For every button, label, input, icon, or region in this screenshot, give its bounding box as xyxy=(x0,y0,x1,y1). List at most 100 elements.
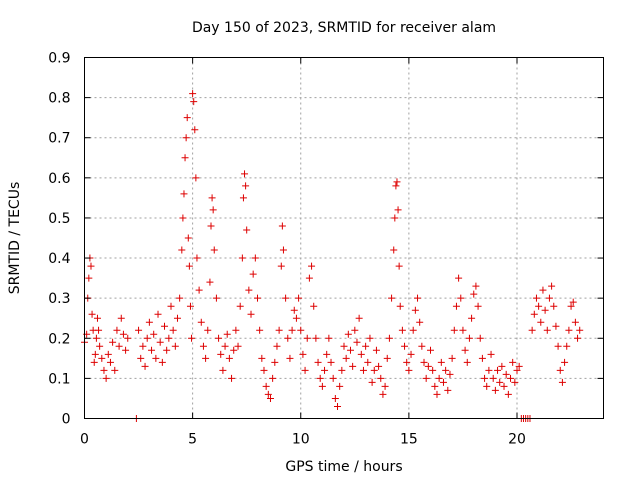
data-point xyxy=(433,390,441,398)
data-point xyxy=(327,358,335,366)
data-point xyxy=(139,342,147,350)
data-point xyxy=(91,350,99,358)
data-point xyxy=(100,366,108,374)
data-point xyxy=(323,350,331,358)
data-point xyxy=(310,302,318,310)
data-point xyxy=(472,282,480,290)
data-point xyxy=(269,374,277,382)
data-point xyxy=(197,318,205,326)
data-point xyxy=(558,378,566,386)
data-point xyxy=(303,334,311,342)
data-point xyxy=(262,382,270,390)
data-point xyxy=(483,382,491,390)
data-point xyxy=(264,390,272,398)
data-point xyxy=(338,366,346,374)
data-point xyxy=(92,334,100,342)
data-point xyxy=(437,358,445,366)
data-point xyxy=(414,294,422,302)
data-point xyxy=(202,354,210,362)
data-point xyxy=(182,134,190,142)
data-point xyxy=(435,374,443,382)
data-point xyxy=(173,314,181,322)
data-point xyxy=(507,374,515,382)
data-point xyxy=(463,358,471,366)
data-point xyxy=(537,318,545,326)
data-point xyxy=(448,354,456,362)
y-axis-label: SRMTID / TECUs xyxy=(7,182,23,295)
data-point xyxy=(93,314,101,322)
data-point xyxy=(355,314,363,322)
data-point xyxy=(181,154,189,162)
data-point xyxy=(163,346,171,354)
data-point xyxy=(359,366,367,374)
data-point xyxy=(209,206,217,214)
data-point xyxy=(185,262,193,270)
data-point xyxy=(278,222,286,230)
data-point xyxy=(90,358,98,366)
data-point xyxy=(431,382,439,390)
data-point xyxy=(284,334,292,342)
data-point xyxy=(329,374,337,382)
data-point xyxy=(241,170,249,178)
data-point xyxy=(195,286,203,294)
data-point xyxy=(217,350,225,358)
data-point xyxy=(541,306,549,314)
data-point xyxy=(567,302,575,310)
data-point xyxy=(96,342,104,350)
data-point xyxy=(474,302,482,310)
data-point xyxy=(171,342,179,350)
data-point xyxy=(494,366,502,374)
data-point xyxy=(407,350,415,358)
data-point xyxy=(552,322,560,330)
data-point xyxy=(439,378,447,386)
data-point xyxy=(372,346,380,354)
data-point xyxy=(243,226,251,234)
data-point xyxy=(165,334,173,342)
data-point xyxy=(409,326,417,334)
data-point xyxy=(403,358,411,366)
data-point xyxy=(489,374,497,382)
y-tick-label: 0 xyxy=(62,412,71,428)
data-point xyxy=(189,90,197,98)
data-point xyxy=(158,358,166,366)
x-axis-label: GPS time / hours xyxy=(285,459,402,475)
data-point xyxy=(87,262,95,270)
data-point xyxy=(156,338,164,346)
data-point xyxy=(459,326,467,334)
data-point xyxy=(388,294,396,302)
data-point xyxy=(124,334,132,342)
data-point xyxy=(219,366,227,374)
data-point xyxy=(532,294,540,302)
data-point xyxy=(554,342,562,350)
data-point xyxy=(385,334,393,342)
data-point xyxy=(394,206,402,214)
data-point xyxy=(498,362,506,370)
data-point xyxy=(210,246,218,254)
data-point xyxy=(383,354,391,362)
y-tick-label: 0.5 xyxy=(48,211,70,227)
data-point xyxy=(236,302,244,310)
data-point xyxy=(258,354,266,362)
data-point xyxy=(192,174,200,182)
data-point xyxy=(379,390,387,398)
x-tick-label: 20 xyxy=(508,432,526,448)
data-point xyxy=(111,366,119,374)
data-point xyxy=(401,342,409,350)
data-point xyxy=(178,246,186,254)
data-point xyxy=(208,194,216,202)
data-point xyxy=(232,326,240,334)
data-point xyxy=(249,270,257,278)
data-point xyxy=(271,358,279,366)
data-point xyxy=(370,366,378,374)
data-point xyxy=(349,362,357,370)
data-point xyxy=(207,222,215,230)
data-point xyxy=(342,354,350,362)
data-point xyxy=(122,346,130,354)
data-point xyxy=(377,374,385,382)
data-point xyxy=(455,274,463,282)
x-axis-ticks: 0 5 10 15 20 xyxy=(80,57,526,448)
data-point xyxy=(357,350,365,358)
data-point xyxy=(528,326,536,334)
data-point xyxy=(368,378,376,386)
